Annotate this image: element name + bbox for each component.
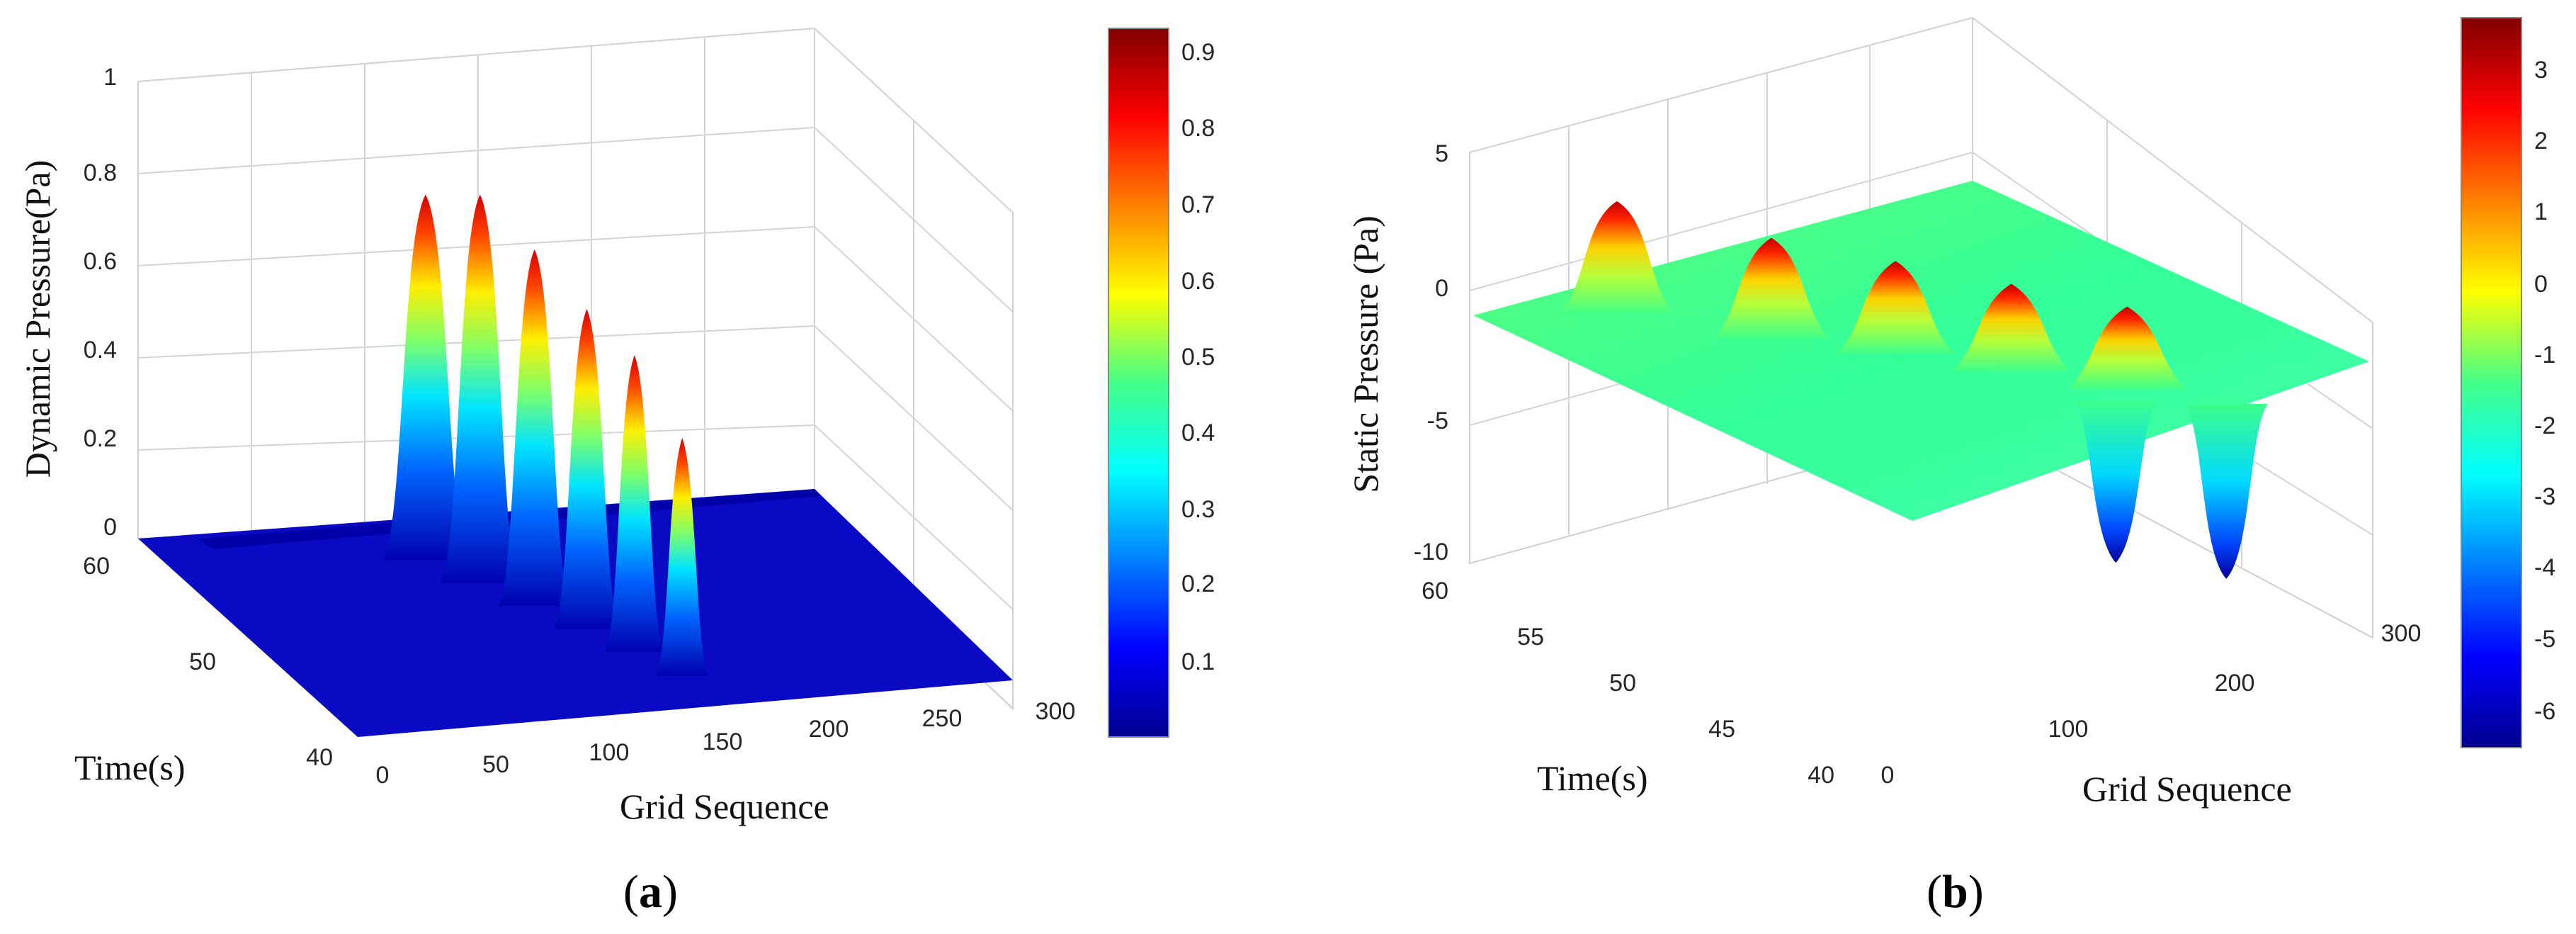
panel-a-cb-4: 0.5	[1181, 344, 1215, 371]
panel-a-cb-8: 0.9	[1181, 39, 1215, 66]
panel-b-zt-1: -5	[1427, 407, 1448, 434]
panel-a-peak-1	[440, 194, 520, 583]
panel-b-z-ticks: -10 -5 0 5	[1414, 140, 1448, 566]
panel-b-ylabel: Time(s)	[1537, 758, 1648, 798]
panel-a-zt-1: 0.2	[84, 425, 117, 452]
panel-b-y-ticks: 40 45 50 55 60	[1422, 578, 1834, 789]
panel-a-cb-6: 0.7	[1181, 191, 1215, 218]
panel-a-yt-1: 50	[189, 648, 216, 675]
panel-b-trough-1	[2184, 403, 2268, 579]
panel-b-zt-0: -10	[1414, 539, 1448, 566]
panel-a-xt-0: 0	[376, 762, 390, 789]
panel-a-zlabel: Dynamic Pressure(Pa)	[18, 160, 57, 478]
panel-b-yt-0: 40	[1808, 762, 1834, 789]
panel-a-peaks	[382, 194, 709, 676]
panel-a-zt-2: 0.4	[84, 337, 117, 364]
panel-a-zt-0: 0	[103, 514, 117, 541]
panel-a-xt-3: 150	[703, 728, 743, 755]
panel-a-cb-2: 0.3	[1181, 496, 1215, 523]
panel-b-peaks	[1557, 201, 2187, 389]
panel-b-colorbar	[2461, 17, 2522, 748]
panel-a-peak-4	[605, 355, 664, 653]
panel-b-cb-5: -1	[2534, 342, 2555, 368]
panel-b-peak-4	[2067, 306, 2187, 389]
panel-a-y-ticks: 40 50 60	[83, 553, 333, 771]
panel-a-peak-3	[554, 309, 620, 629]
panel-a-xt-6: 300	[1035, 698, 1076, 725]
panel-b-xt-2: 200	[2215, 670, 2255, 697]
panel-b-zlabel: Static Pressure (Pa)	[1346, 215, 1385, 493]
panel-b-cb-1: -5	[2534, 626, 2555, 653]
panel-b-peak-2	[1836, 261, 1956, 354]
panel-b-label: (b)	[1927, 866, 1984, 918]
panel-b: -10 -5 0 5 40 45 50 55 60 0 100 200 300 …	[1346, 16, 2555, 918]
panel-b-cb-7: 1	[2534, 198, 2548, 225]
panel-a-colorbar	[1108, 28, 1169, 738]
panel-a-cb-3: 0.4	[1181, 420, 1215, 446]
panel-b-zt-2: 0	[1435, 275, 1448, 302]
panel-a-colorbar-ticks: 0.1 0.2 0.3 0.4 0.5 0.6 0.7 0.8 0.9	[1181, 39, 1215, 675]
panel-b-cb-4: -2	[2534, 412, 2555, 439]
panel-a-surface-ridge	[198, 489, 822, 549]
panel-a-label: (a)	[623, 866, 678, 918]
panel-b-xt-3: 300	[2381, 620, 2422, 647]
panel-a-xlabel: Grid Sequence	[620, 787, 829, 826]
panel-a-z-ticks: 0 0.2 0.4 0.6 0.8 1	[84, 64, 117, 541]
panel-a-zt-5: 1	[103, 64, 117, 91]
panel-b-cb-2: -4	[2534, 554, 2555, 581]
panel-b-xlabel: Grid Sequence	[2082, 769, 2292, 809]
panel-a-zt-3: 0.6	[84, 248, 117, 275]
panel-a-peak-0	[382, 194, 469, 561]
panel-b-xt-0: 0	[1881, 762, 1895, 789]
panel-b-cb-9: 3	[2534, 57, 2548, 84]
panel-b-yt-1: 45	[1708, 716, 1735, 743]
panel-a-peak-2	[498, 249, 571, 607]
panel-a-cb-7: 0.8	[1181, 115, 1215, 142]
panel-b-yt-4: 60	[1422, 578, 1448, 604]
panel-b-x-ticks: 0 100 200 300	[1881, 620, 2422, 789]
panel-b-cb-0: -6	[2534, 698, 2555, 725]
panel-a-zt-4: 0.8	[84, 159, 117, 186]
panel-b-xt-1: 100	[2048, 716, 2089, 743]
panel-a-cb-0: 0.1	[1181, 648, 1215, 675]
panel-a-walls	[137, 27, 1014, 711]
panel-b-yt-2: 50	[1609, 670, 1636, 697]
panel-b-peak-0	[1557, 201, 1676, 316]
panel-a-x-ticks: 0 50 100 150 200 250 300	[376, 698, 1076, 789]
panel-b-cb-3: -3	[2534, 483, 2555, 510]
panel-b-peak-1	[1712, 237, 1831, 339]
panel-b-cb-6: 0	[2534, 271, 2548, 298]
panel-a: 0 0.2 0.4 0.6 0.8 1 40 50 60 0 50 100 15…	[18, 27, 1215, 918]
panel-b-troughs	[2074, 401, 2268, 579]
panel-b-cb-8: 2	[2534, 128, 2548, 154]
panel-a-cb-5: 0.6	[1181, 268, 1215, 295]
panel-a-xt-2: 100	[589, 739, 630, 766]
panel-b-zt-3: 5	[1435, 140, 1448, 167]
panel-a-cb-1: 0.2	[1181, 570, 1215, 597]
panel-a-peak-5	[656, 438, 709, 676]
panel-b-yt-3: 55	[1517, 624, 1544, 651]
panel-b-peak-3	[1951, 283, 2071, 372]
panel-a-xt-4: 200	[809, 716, 849, 743]
panel-a-xt-1: 50	[482, 751, 509, 778]
panel-a-xt-5: 250	[922, 705, 963, 732]
panel-a-yt-0: 40	[306, 744, 333, 771]
panel-b-colorbar-ticks: -6 -5 -4 -3 -2 -1 0 1 2 3	[2534, 57, 2555, 725]
panel-a-ylabel: Time(s)	[74, 748, 186, 787]
panel-a-yt-2: 60	[83, 553, 110, 580]
panel-b-trough-0	[2074, 401, 2157, 563]
